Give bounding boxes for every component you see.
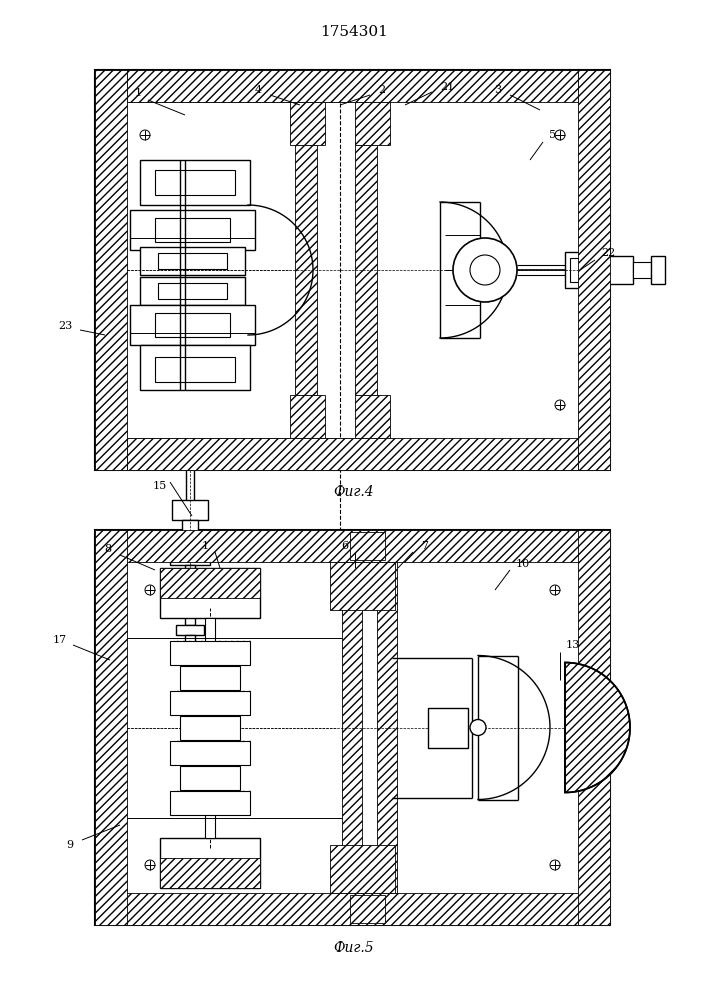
Bar [205,617,215,838]
Bar [180,716,240,740]
Bar [570,258,582,282]
Text: 7: 7 [421,541,428,551]
Text: 1: 1 [134,88,141,98]
Text: 15: 15 [153,481,167,491]
Text: 4: 4 [255,85,262,95]
Polygon shape [565,662,630,792]
Text: Фиг.5: Фиг.5 [334,941,374,955]
Circle shape [550,860,560,870]
Bar [355,395,390,438]
Bar [160,838,260,888]
Bar [95,70,350,102]
Circle shape [145,585,155,595]
Circle shape [140,130,150,140]
Bar [127,438,578,470]
Circle shape [470,720,486,736]
Bar [651,256,665,284]
Bar [95,530,127,925]
Circle shape [550,585,560,595]
Bar [350,895,385,923]
Bar [182,520,198,540]
Bar [176,625,204,635]
Bar [155,313,230,337]
Bar [185,635,195,650]
Bar [140,345,250,390]
Bar [428,708,468,748]
Bar [350,532,385,560]
Bar [127,70,578,102]
Bar [178,590,202,605]
Text: 8: 8 [105,544,112,554]
Text: 6: 6 [341,541,349,551]
Bar [95,438,350,470]
Bar [95,530,610,925]
Bar [130,305,255,345]
Bar [290,395,325,438]
Text: 5: 5 [549,130,556,140]
Circle shape [470,255,500,285]
Bar [160,568,260,617]
Bar [185,565,195,590]
Text: 3: 3 [494,85,501,95]
Bar [377,562,397,893]
Bar [605,256,633,284]
Bar [172,500,208,520]
Bar [140,247,245,275]
Text: 23: 23 [58,321,72,331]
Bar [290,102,325,145]
Bar [95,530,610,562]
Text: 17: 17 [53,635,67,645]
Bar [170,540,210,565]
Bar [140,277,245,305]
Text: 1754301: 1754301 [320,25,388,39]
Bar [160,857,260,888]
Bar [330,845,395,893]
Bar [565,252,605,288]
Bar [160,568,260,597]
Bar [180,766,240,790]
Bar [578,530,610,925]
Bar [170,790,250,814]
Bar [185,605,195,625]
Text: 2: 2 [378,85,385,95]
Bar [342,562,362,893]
Bar [633,262,651,278]
Circle shape [555,400,565,410]
Bar [158,283,227,299]
Bar [170,740,250,764]
Bar [155,357,235,382]
Text: 1: 1 [201,541,209,551]
Text: 13: 13 [566,640,580,650]
Bar [95,70,610,470]
Text: 22: 22 [601,248,615,258]
Bar [95,70,127,470]
Bar [155,218,230,242]
Bar [295,145,317,395]
Bar [155,170,235,195]
Bar [170,641,250,664]
Text: 9: 9 [66,840,74,850]
Circle shape [453,238,517,302]
Text: 10: 10 [516,559,530,569]
Bar [180,666,240,690]
Bar [170,690,250,714]
Bar [355,145,377,395]
Circle shape [555,130,565,140]
Bar [158,253,227,269]
Bar [330,562,395,610]
Bar [578,70,610,470]
Bar [355,102,390,145]
Bar [95,893,610,925]
Text: Фиг.4: Фиг.4 [334,485,374,499]
Circle shape [145,860,155,870]
Text: 21: 21 [440,82,454,92]
Bar [140,160,250,205]
Bar [130,210,255,250]
